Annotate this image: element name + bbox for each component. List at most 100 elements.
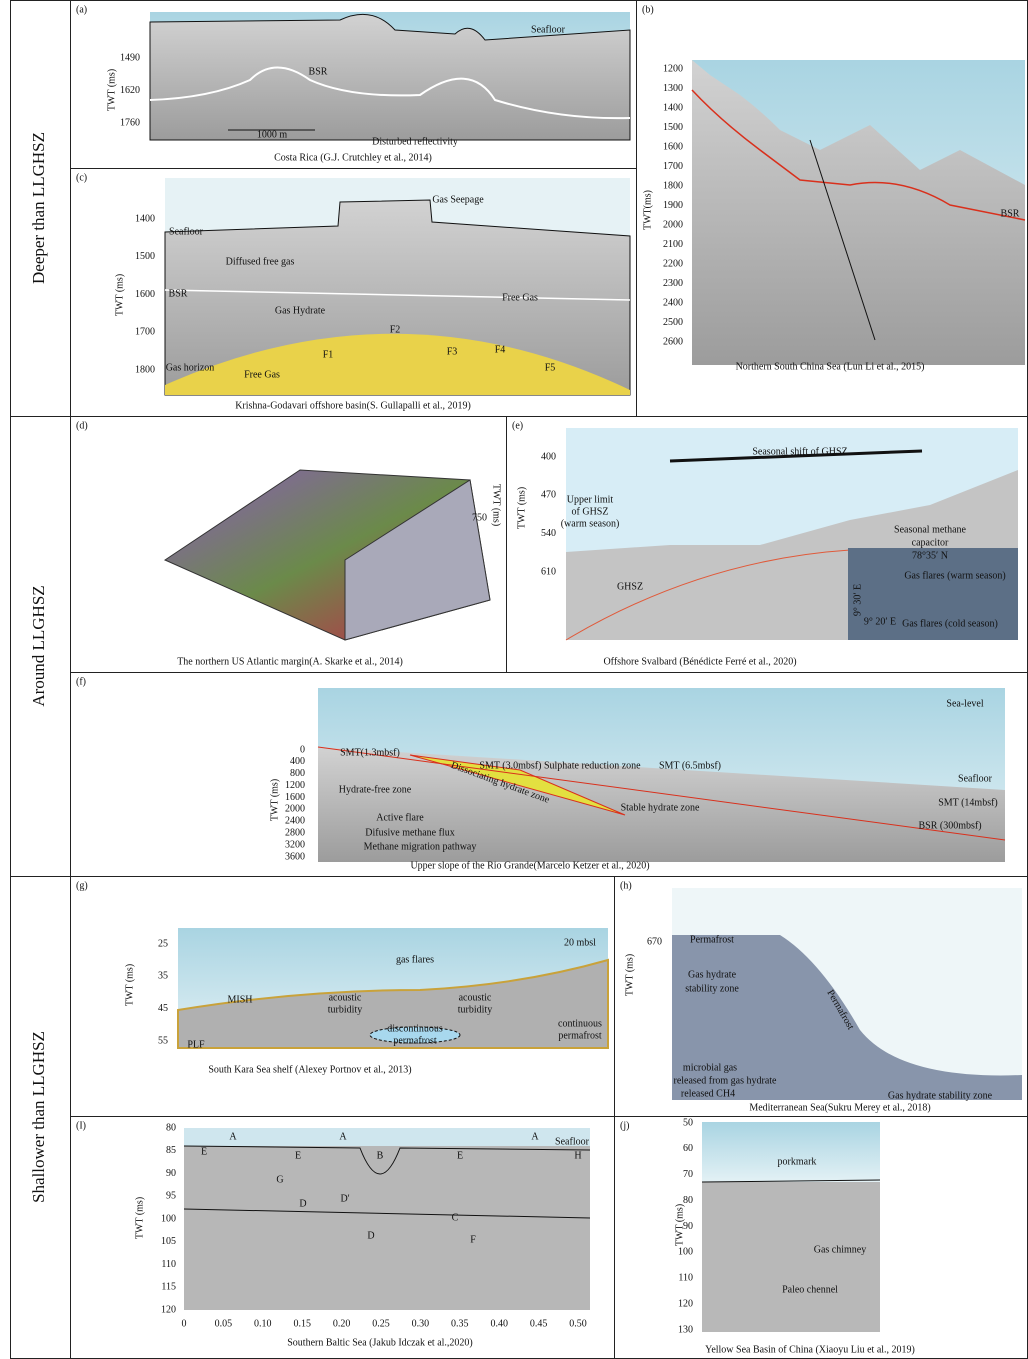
panel-label: (f): [76, 676, 86, 687]
y-axis-label: TWT (ms): [124, 964, 135, 1006]
annotation: Seasonal methane: [894, 524, 966, 535]
annotation: SMT (14mbsf): [938, 797, 998, 808]
y-tick-label: 540: [541, 528, 556, 539]
annotation: acoustic: [329, 992, 362, 1003]
y-tick-label: 1760: [120, 117, 140, 128]
annotation: released from gas hydrate: [673, 1075, 777, 1086]
y-axis-label: TWT (ms): [491, 484, 502, 526]
y-tick-label: 2000: [663, 219, 683, 230]
y-axis-label: TWT (ms): [106, 69, 117, 111]
y-tick-label: 2600: [663, 336, 683, 347]
annotation: BSR (300mbsf): [918, 820, 981, 831]
annotation: Gas hydrate stability zone: [888, 1090, 993, 1101]
annotation: MISH: [227, 994, 252, 1005]
annotation: 78°35′ N: [912, 550, 948, 561]
y-tick-label: 115: [161, 1282, 176, 1293]
annotation: of GHSZ: [572, 506, 609, 517]
caption: Upper slope of the Rio Grande(Marcelo Ke…: [410, 860, 649, 871]
y-tick-label: 120: [161, 1304, 176, 1315]
row-label: Shallower than LLGHSZ: [29, 1031, 48, 1203]
y-tick-label: 35: [158, 971, 168, 982]
y-tick-label: 55: [158, 1035, 168, 1046]
y-tick-label: 100: [678, 1247, 693, 1258]
annotation: Seafloor: [958, 773, 993, 784]
annotation: BSR: [1001, 208, 1020, 219]
y-tick-label: 2300: [663, 278, 683, 289]
x-tick-label: 0.20: [333, 1318, 351, 1329]
y-tick-label: 610: [541, 566, 556, 577]
annotation: Upper limit: [567, 494, 614, 505]
annotation: discontinuous: [387, 1023, 443, 1034]
annotation: E: [295, 1150, 301, 1161]
y-axis-label: TWT(ms): [642, 190, 653, 230]
y-tick-label: 1800: [135, 364, 155, 375]
y-axis-label: TWT (ms): [516, 487, 527, 529]
panel-label: (e): [512, 420, 523, 431]
y-tick-label: 1700: [663, 161, 683, 172]
y-tick-label: 1300: [663, 83, 683, 94]
y-tick-label: 400: [290, 756, 305, 767]
y-tick-label: 1800: [663, 180, 683, 191]
annotation: Gas Seepage: [432, 194, 484, 205]
y-axis-label: TWT (ms): [114, 274, 125, 316]
annotation: continuous: [558, 1018, 602, 1029]
y-tick-label: 1700: [135, 327, 155, 338]
y-tick-label: 470: [541, 490, 556, 501]
y-tick-label: 2100: [663, 239, 683, 250]
panel-label: (d): [76, 420, 88, 431]
annotation: Permafrost: [690, 934, 734, 945]
y-axis-label: TWT (ms): [269, 779, 280, 821]
y-tick-label: 95: [166, 1191, 176, 1202]
y-tick-label: 90: [166, 1168, 176, 1179]
y-axis-label: TWT (ms): [624, 954, 635, 996]
annotation: permafrost: [393, 1035, 437, 1046]
annotation: Paleo chennel: [782, 1284, 838, 1295]
x-tick-label: 0.40: [490, 1318, 508, 1329]
annotation: acoustic: [459, 992, 492, 1003]
caption: Krishna-Godavari offshore basin(S. Gulla…: [235, 400, 471, 411]
row-label: Deeper than LLGHSZ: [29, 132, 48, 284]
annotation: Seafloor: [555, 1136, 590, 1147]
y-tick-label: 3600: [285, 851, 305, 862]
y-tick-label: 1490: [120, 52, 140, 63]
y-tick-label: 100: [161, 1213, 176, 1224]
x-tick-label: 0.10: [254, 1318, 272, 1329]
annotation: 9° 20′ E: [864, 616, 896, 627]
y-tick-label: 1400: [135, 213, 155, 224]
annotation: SMT(1.3mbsf): [340, 747, 400, 758]
y-tick-label: 1900: [663, 200, 683, 211]
annotation: stability zone: [685, 983, 739, 994]
annotation: Sea-level: [946, 698, 983, 709]
y-tick-label: 90: [683, 1221, 693, 1232]
annotation: F5: [545, 362, 556, 373]
annotation: F1: [323, 349, 334, 360]
y-tick-label: 1200: [285, 780, 305, 791]
annotation: capacitor: [912, 537, 949, 548]
x-tick-label: 0.45: [530, 1318, 548, 1329]
annotation: Gas chimney: [814, 1244, 867, 1255]
annotation: F: [470, 1234, 476, 1245]
annotation: gas flares: [396, 954, 434, 965]
panel-label: (a): [76, 4, 87, 15]
y-tick-label: 110: [161, 1259, 176, 1270]
annotation: porkmark: [778, 1156, 817, 1167]
annotation: C: [452, 1212, 459, 1223]
annotation: D: [299, 1198, 306, 1209]
annotation: 9° 30′ E: [852, 584, 863, 616]
annotation: F4: [495, 344, 506, 355]
y-tick-label: 1200: [663, 63, 683, 74]
y-tick-label: 800: [290, 768, 305, 779]
annotation: Free Gas: [502, 292, 538, 303]
annotation: Seafloor: [169, 226, 204, 237]
annotation: A: [531, 1131, 539, 1142]
annotation: BSR: [309, 66, 328, 77]
annotation: Active flare: [376, 812, 424, 823]
annotation: D': [340, 1193, 349, 1204]
panel-label: (h): [620, 880, 632, 891]
x-tick-label: 0.30: [412, 1318, 430, 1329]
x-tick-label: 0.25: [372, 1318, 390, 1329]
y-tick-label: 1600: [285, 792, 305, 803]
panel-label: (c): [76, 172, 87, 183]
annotation: A: [229, 1131, 237, 1142]
annotation: SMT (3.0mbsf) Sulphate reduction zone: [479, 760, 641, 771]
